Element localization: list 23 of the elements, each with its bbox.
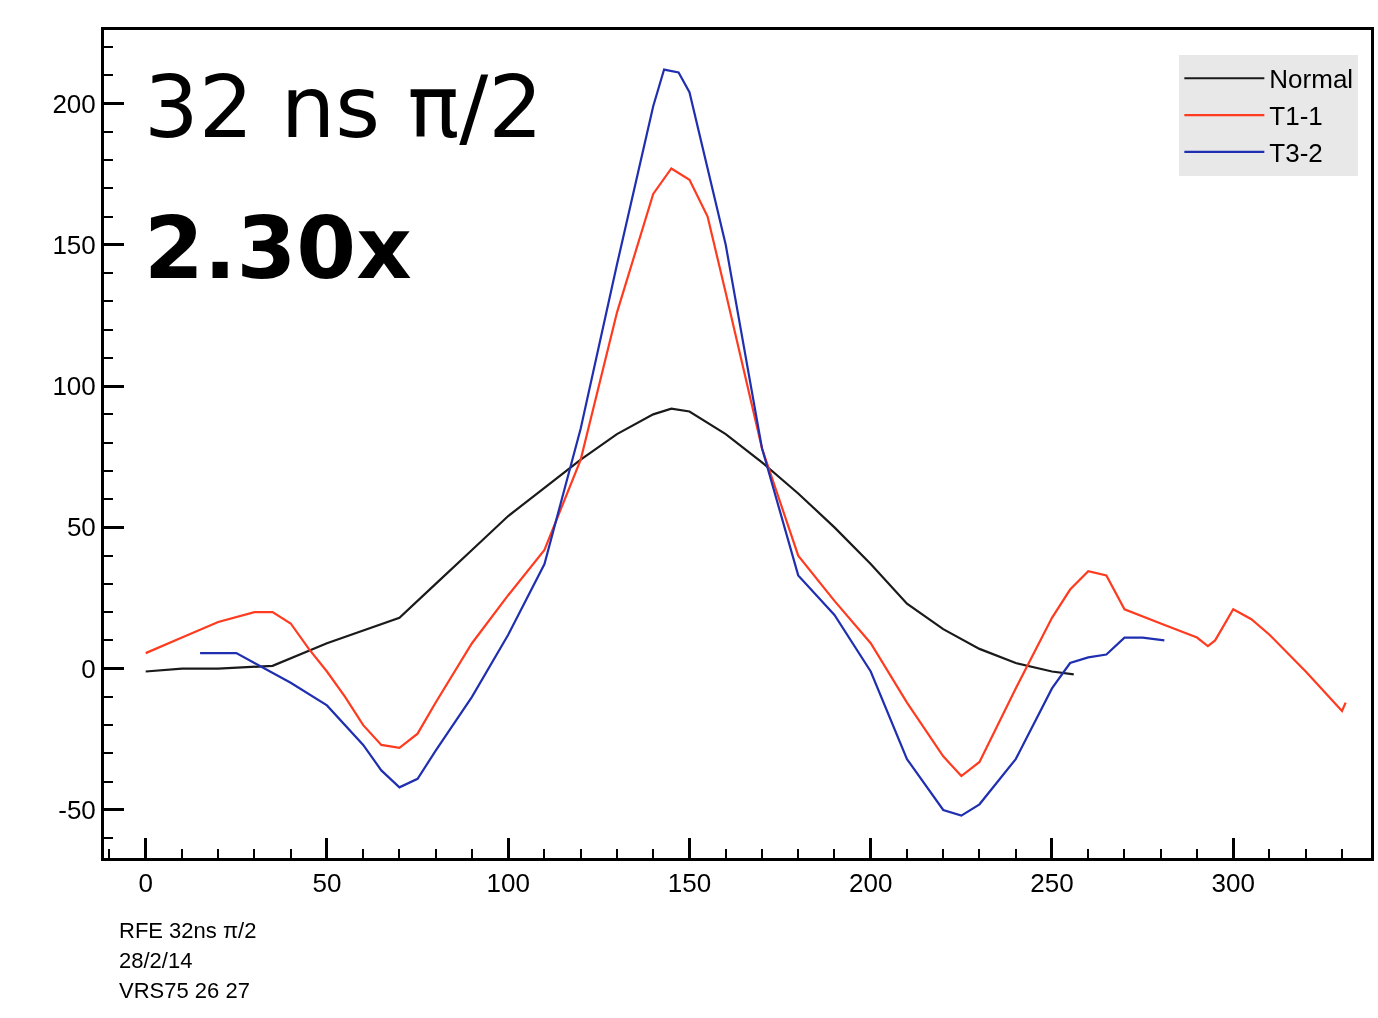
x-tick-label: 250 <box>1030 868 1074 899</box>
text: VRS75 26 27 <box>119 978 250 1003</box>
x-tick-label: 300 <box>1211 868 1255 899</box>
text: 28/2/14 <box>119 948 193 973</box>
legend-label: Normal <box>1269 64 1354 95</box>
x-tick-label: 50 <box>312 868 342 899</box>
annotation: 32 ns π/2 <box>144 57 543 157</box>
y-tick-label: 200 <box>52 88 96 119</box>
y-tick-label: 150 <box>52 229 96 260</box>
y-tick-label: 100 <box>52 371 96 402</box>
y-tick-label: -50 <box>58 795 96 826</box>
line-series <box>144 167 1347 778</box>
x-tick-label: 200 <box>849 868 893 899</box>
line-series <box>144 407 1075 676</box>
x-tick-label: 150 <box>667 868 712 899</box>
x-tick-label: 0 <box>138 868 153 899</box>
y-tick-label: 0 <box>81 653 96 684</box>
x-tick-label: 100 <box>486 868 530 899</box>
legend-label: T3-2 <box>1269 137 1323 168</box>
annotation: 2.30x <box>144 198 412 298</box>
y-tick-label: 50 <box>66 512 96 543</box>
legend-label: T1-1 <box>1269 101 1323 132</box>
text: RFE 32ns π/2 <box>119 918 257 943</box>
